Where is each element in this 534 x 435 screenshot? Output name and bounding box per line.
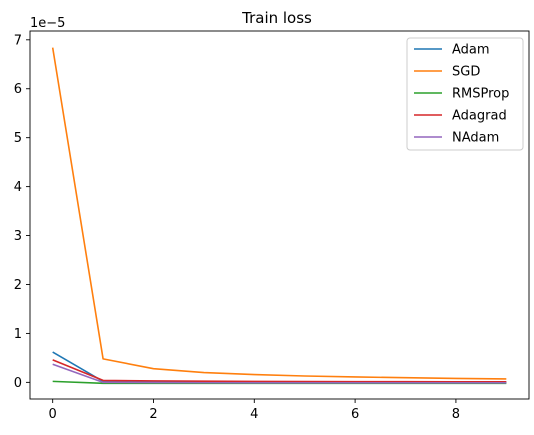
y-tick-label: 2 [14, 278, 22, 293]
axes: 0 2 4 6 8 0 1 2 3 4 5 6 7 [14, 30, 530, 422]
series-line-nadam [52, 363, 507, 384]
legend-label-nadam: NAdam [452, 131, 499, 146]
y-offset-label: 1e−5 [30, 16, 65, 31]
series-lines [51, 47, 507, 385]
x-tick-label: 8 [452, 407, 460, 422]
legend: Adam SGD RMSProp Adagrad NAdam [406, 37, 524, 151]
y-tick-label: 4 [14, 180, 22, 195]
y-tick-label: 5 [14, 131, 22, 146]
chart-title: Train loss [241, 9, 312, 27]
series-line-sgd [51, 47, 507, 380]
legend-label-sgd: SGD [452, 65, 480, 80]
y-tick-label: 7 [14, 33, 22, 48]
x-tick-label: 2 [149, 407, 157, 422]
y-tick-label: 1 [14, 327, 22, 342]
legend-box [406, 37, 524, 151]
y-tick-label: 0 [14, 376, 22, 391]
y-tick-label: 3 [14, 229, 22, 244]
y-tick-label: 6 [14, 82, 22, 97]
legend-label-adam: Adam [452, 43, 490, 58]
legend-label-adagrad: Adagrad [452, 109, 507, 124]
x-tick-label: 4 [250, 407, 258, 422]
x-tick-label: 6 [351, 407, 359, 422]
legend-label-rmsprop: RMSProp [452, 87, 509, 102]
plot-frame [29, 30, 530, 400]
series-line-adagrad [52, 359, 507, 383]
x-tick-label: 0 [49, 407, 57, 422]
